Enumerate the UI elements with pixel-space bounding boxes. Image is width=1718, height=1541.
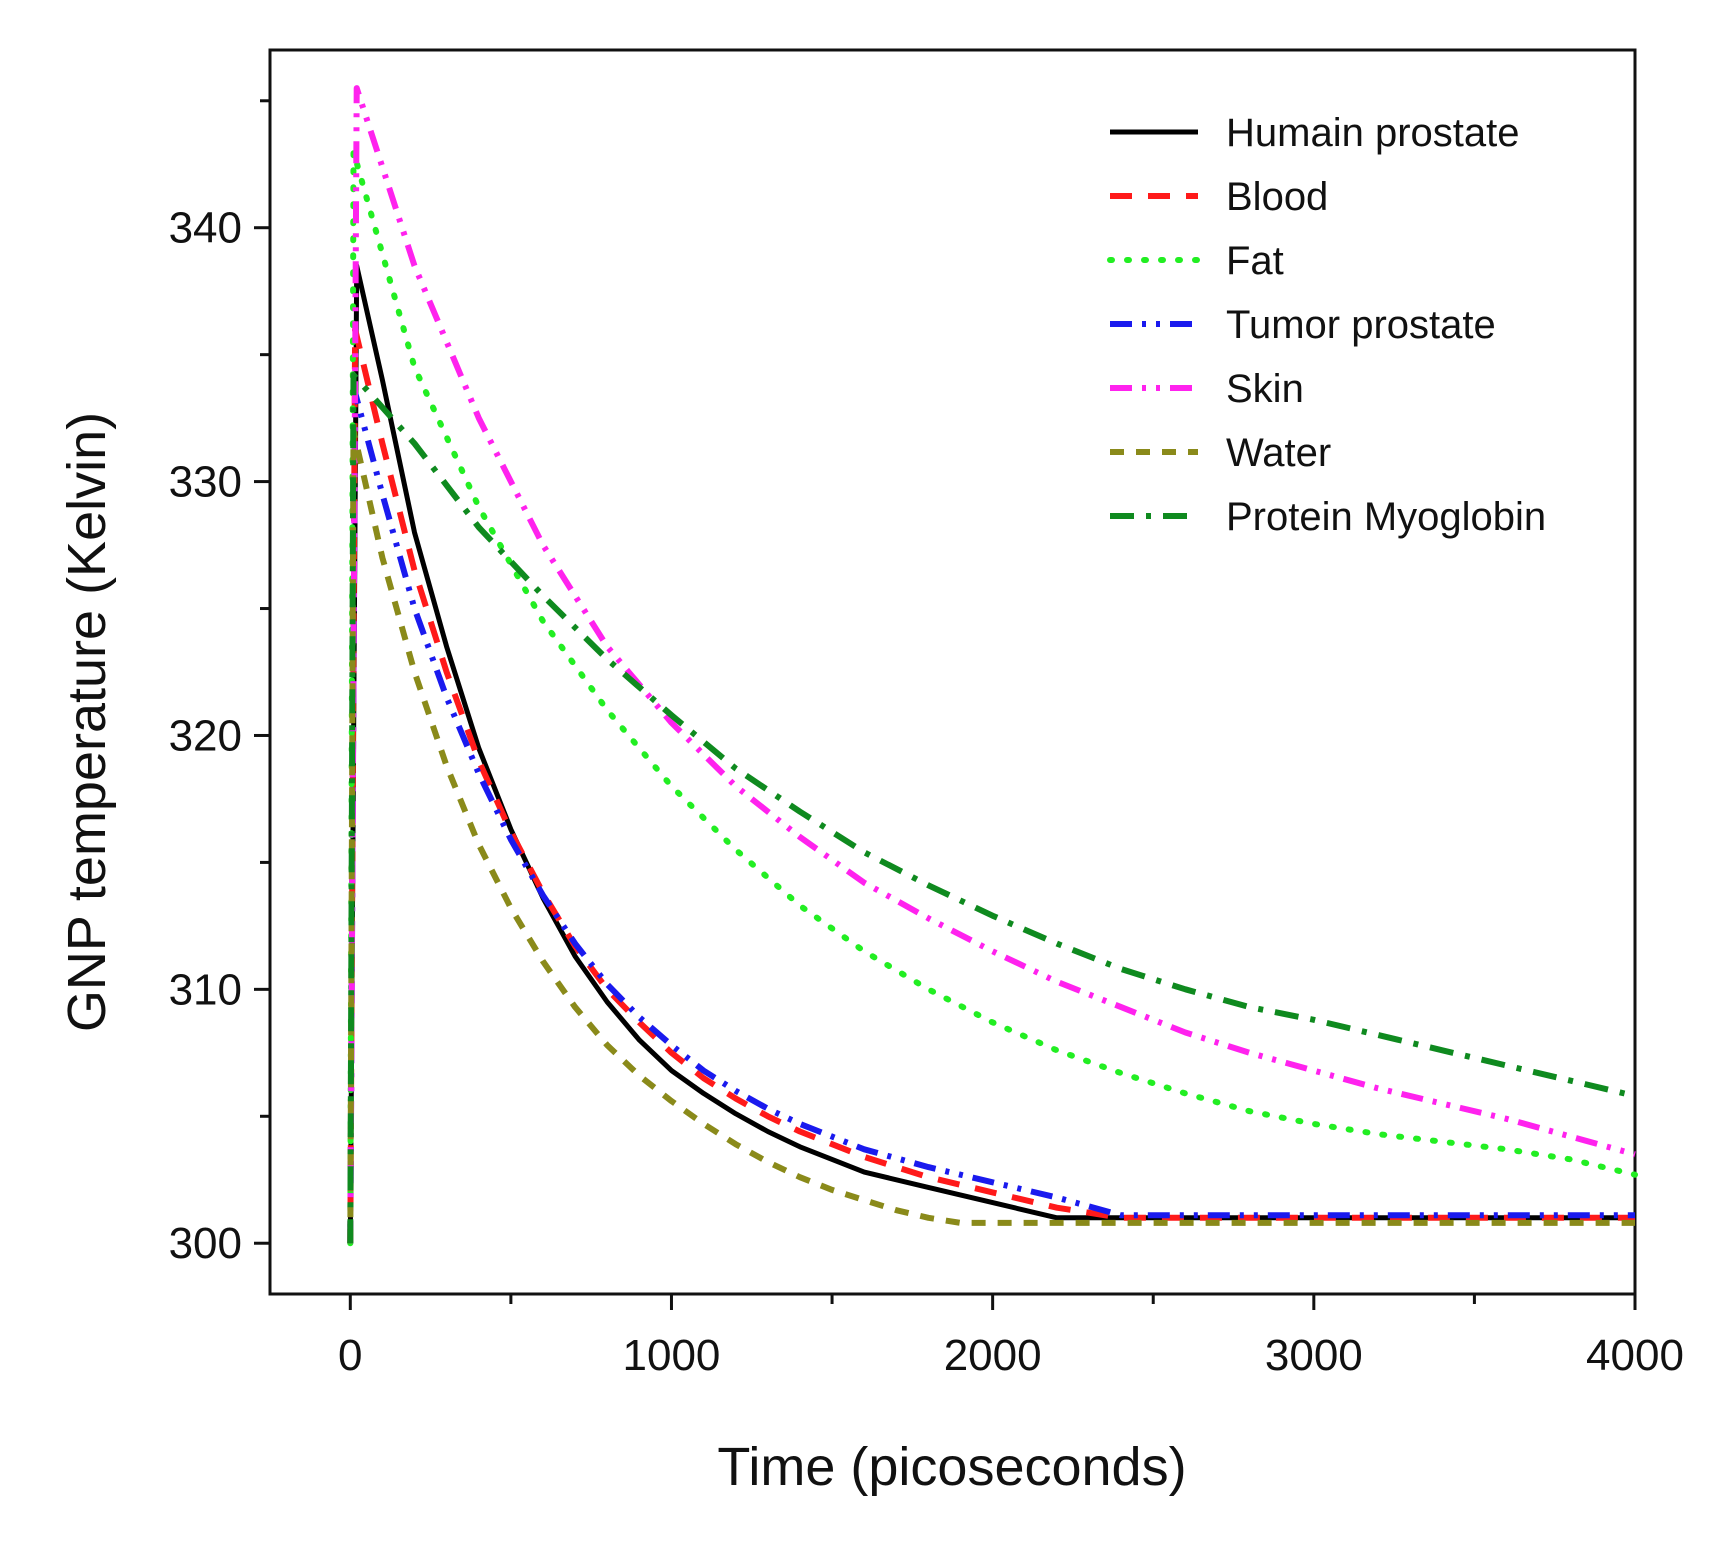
series-line-fat [347, 148, 1638, 1247]
y-tick-label: 320 [169, 711, 242, 760]
x-axis-ticks: 0 1000 2000 3000 4000 [338, 1294, 1684, 1380]
x-tick-label: 0 [338, 1331, 362, 1380]
x-tick-label: 1000 [623, 1331, 721, 1380]
legend-label: Fat [1226, 239, 1284, 283]
y-axis-ticks: 300 310 320 330 340 [169, 99, 270, 1268]
y-axis-title: GNP temperature (Kelvin) [57, 412, 117, 1032]
legend-label: Water [1226, 431, 1331, 475]
plot-frame [268, 48, 1637, 1296]
x-tick-label: 4000 [1586, 1331, 1684, 1380]
x-tick-label: 3000 [1265, 1331, 1363, 1380]
series-line-water [347, 427, 1635, 1244]
series-line-skin [347, 85, 1636, 1244]
series-line-humain-prostate [347, 263, 1635, 1244]
y-tick-label: 310 [169, 965, 242, 1014]
series-line-protein-myoglobin [347, 372, 1636, 1244]
plot-area: 0 1000 2000 3000 4000 300 310 320 330 340 [169, 48, 1684, 1380]
series-line-blood [347, 326, 1635, 1244]
x-axis-title: Time (picoseconds) [717, 1437, 1186, 1497]
y-tick-label: 300 [169, 1219, 242, 1268]
series-layer [347, 85, 1638, 1247]
legend: Humain prostate Blood Fat Tumor prostate Ski… [1107, 111, 1546, 539]
y-tick-label: 340 [169, 204, 242, 253]
legend-label: Humain prostate [1226, 111, 1519, 155]
legend-label: Skin [1226, 367, 1304, 411]
legend-label: Protein Myoglobin [1226, 495, 1546, 539]
legend-label: Blood [1226, 175, 1328, 219]
x-tick-label: 2000 [944, 1331, 1042, 1380]
legend-label: Tumor prostate [1226, 303, 1496, 347]
y-tick-label: 330 [169, 458, 242, 507]
